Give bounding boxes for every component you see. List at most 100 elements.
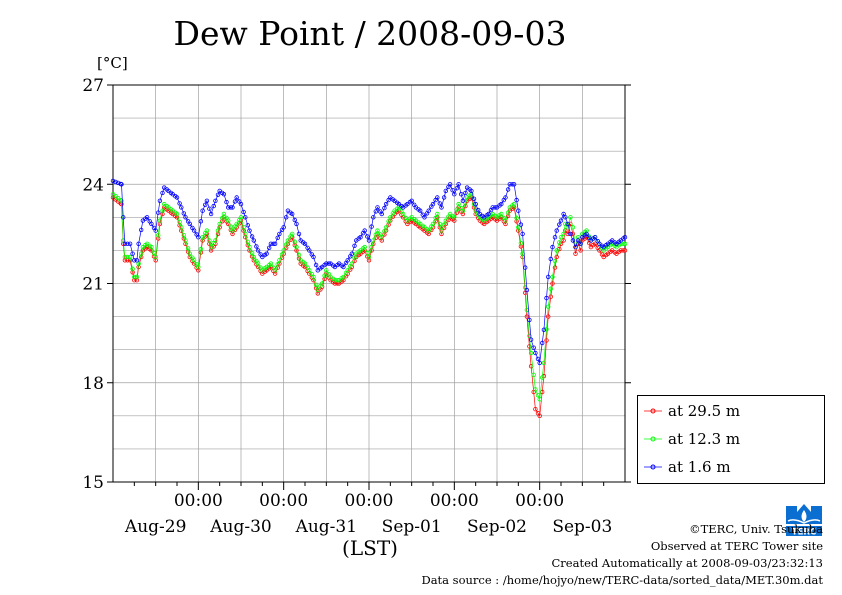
data-point	[450, 187, 455, 193]
data-point	[196, 264, 201, 270]
data-point	[541, 360, 547, 366]
data-point	[234, 195, 239, 200]
data-point	[349, 251, 355, 256]
data-point	[505, 187, 511, 192]
data-point	[284, 215, 289, 220]
data-point	[503, 195, 508, 200]
data-point	[621, 248, 626, 253]
data-point	[290, 211, 295, 217]
data-point	[127, 241, 133, 246]
data-point	[597, 248, 602, 253]
data-point	[234, 221, 239, 227]
data-point	[241, 209, 246, 215]
data-point	[557, 222, 562, 227]
data-point	[471, 196, 477, 201]
data-point	[181, 211, 186, 216]
data-point	[187, 251, 192, 256]
data-point	[573, 244, 578, 250]
data-point	[113, 179, 118, 185]
data-point	[505, 210, 511, 215]
data-point	[277, 231, 282, 237]
data-point	[207, 238, 212, 243]
y-tick-label: 27	[82, 76, 104, 96]
data-point	[523, 265, 528, 270]
data-point	[550, 281, 555, 286]
data-point	[435, 195, 440, 200]
data-point	[134, 274, 140, 280]
data-point	[285, 238, 291, 243]
data-point	[382, 205, 387, 211]
data-point	[493, 205, 498, 210]
data-point	[307, 248, 312, 253]
data-point	[294, 244, 299, 250]
data-point	[219, 215, 225, 221]
data-point	[456, 182, 461, 187]
data-point	[528, 350, 534, 356]
data-point	[516, 208, 521, 213]
data-point	[254, 244, 259, 249]
data-point	[302, 241, 308, 246]
data-point	[570, 225, 576, 230]
data-point	[383, 201, 389, 207]
data-point	[157, 218, 163, 223]
data-point	[324, 261, 329, 266]
data-point	[187, 221, 192, 227]
data-point	[621, 241, 626, 246]
data-point	[243, 215, 248, 220]
x-tick-label: 00:00	[515, 491, 564, 511]
data-point	[238, 215, 244, 220]
data-point	[548, 294, 553, 299]
data-point	[433, 215, 438, 221]
data-point	[575, 238, 581, 243]
data-point	[251, 238, 256, 243]
data-point	[155, 232, 161, 238]
data-point	[409, 198, 414, 203]
data-point	[202, 202, 208, 207]
site-text: Observed at TERC Tower site	[650, 539, 823, 553]
data-point	[292, 217, 297, 223]
data-point	[125, 254, 130, 260]
data-point	[473, 201, 478, 207]
data-point	[546, 274, 551, 280]
data-point	[546, 314, 551, 319]
data-point	[365, 250, 370, 256]
data-point	[149, 221, 154, 227]
data-point	[454, 207, 460, 212]
data-point	[160, 208, 165, 213]
data-point	[358, 234, 363, 240]
copyright-text: ©TERC, Univ. Tsukuba	[689, 522, 823, 536]
data-point	[207, 206, 212, 211]
chart-title: Dew Point / 2008-09-03	[173, 14, 567, 53]
data-point	[369, 244, 374, 250]
data-point	[249, 250, 255, 256]
data-point	[441, 195, 447, 200]
data-point	[228, 205, 233, 210]
data-point	[422, 215, 427, 220]
data-point	[459, 191, 464, 197]
data-point	[225, 205, 231, 210]
data-point	[499, 201, 504, 207]
data-point	[255, 248, 261, 253]
data-point	[382, 228, 387, 234]
data-point	[570, 238, 576, 243]
data-point	[463, 190, 468, 196]
data-point	[183, 238, 188, 243]
data-point	[537, 397, 542, 402]
data-point	[225, 218, 231, 223]
data-point	[426, 208, 431, 213]
data-point	[130, 266, 135, 272]
data-point	[183, 215, 188, 220]
data-point	[443, 218, 448, 223]
data-point	[531, 345, 536, 350]
legend: at 29.5 m at 12.3 m at 1.6 m	[637, 395, 825, 484]
data-point	[518, 240, 524, 246]
data-point	[208, 211, 214, 217]
day-label: Aug-30	[209, 517, 271, 537]
data-point	[514, 215, 519, 221]
data-point	[452, 215, 457, 220]
data-point	[134, 258, 140, 263]
data-point	[456, 201, 461, 207]
data-point	[290, 231, 295, 237]
axes: 15 18 21 24 27 00:00 00:00 00:00 00:00 00:00 Aug-2…	[82, 76, 631, 537]
